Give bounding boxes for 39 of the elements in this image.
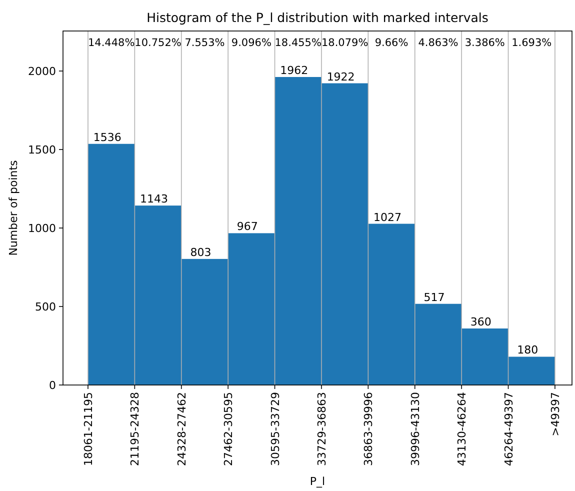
annotation: 4.863%: [418, 37, 458, 49]
y-tick-label: 500: [35, 300, 56, 314]
annotation: 1.693%: [512, 37, 552, 49]
annotation: 7.553%: [184, 37, 225, 49]
data-label: 180: [517, 344, 538, 357]
x-tick-label: 39996-43130: [408, 392, 422, 466]
data-label: 360: [470, 315, 492, 328]
data-label: 1143: [140, 192, 168, 206]
y-tick-label: 0: [49, 379, 56, 392]
x-tick-label: >49397: [548, 392, 562, 436]
y-tick-label: 2000: [28, 65, 56, 78]
data-label: 1536: [93, 130, 122, 144]
x-tick-label: 33729-36863: [315, 392, 328, 466]
x-tick-label: 43130-46264: [456, 392, 469, 466]
data-label: 1962: [280, 64, 308, 77]
data-label: 1922: [326, 70, 355, 84]
data-label: 1027: [374, 210, 402, 224]
annotation: 9.096%: [231, 37, 272, 49]
y-tick-label: 1000: [28, 222, 56, 236]
chart-title: Histogram of the P_l distribution with marked intervals: [146, 10, 488, 25]
y-tick-label: 1500: [28, 144, 56, 157]
annotation: 10.752%: [134, 37, 182, 49]
annotation: 18.455%: [274, 37, 322, 49]
x-axis-title: P_l: [310, 475, 326, 488]
x-tick-label: 21195-24328: [128, 392, 142, 466]
annotation: 14.448%: [88, 37, 135, 49]
x-tick-label: 18061-21195: [82, 392, 95, 466]
data-label: 517: [424, 290, 445, 304]
x-tick-label: 46264-49397: [502, 392, 516, 466]
data-label: 803: [190, 246, 212, 259]
x-tick-label: 27462-30595: [222, 392, 236, 466]
x-tick-label: 30595-33729: [268, 392, 282, 466]
y-axis-title: Number of points: [7, 160, 20, 256]
x-tick-label: 24328-27462: [175, 392, 188, 466]
annotation: 3.386%: [464, 37, 505, 49]
data-label: 967: [236, 220, 258, 234]
annotation: 9.66%: [374, 37, 408, 49]
annotation: 18.079%: [321, 37, 368, 49]
x-tick-label: 36863-39996: [362, 392, 376, 466]
